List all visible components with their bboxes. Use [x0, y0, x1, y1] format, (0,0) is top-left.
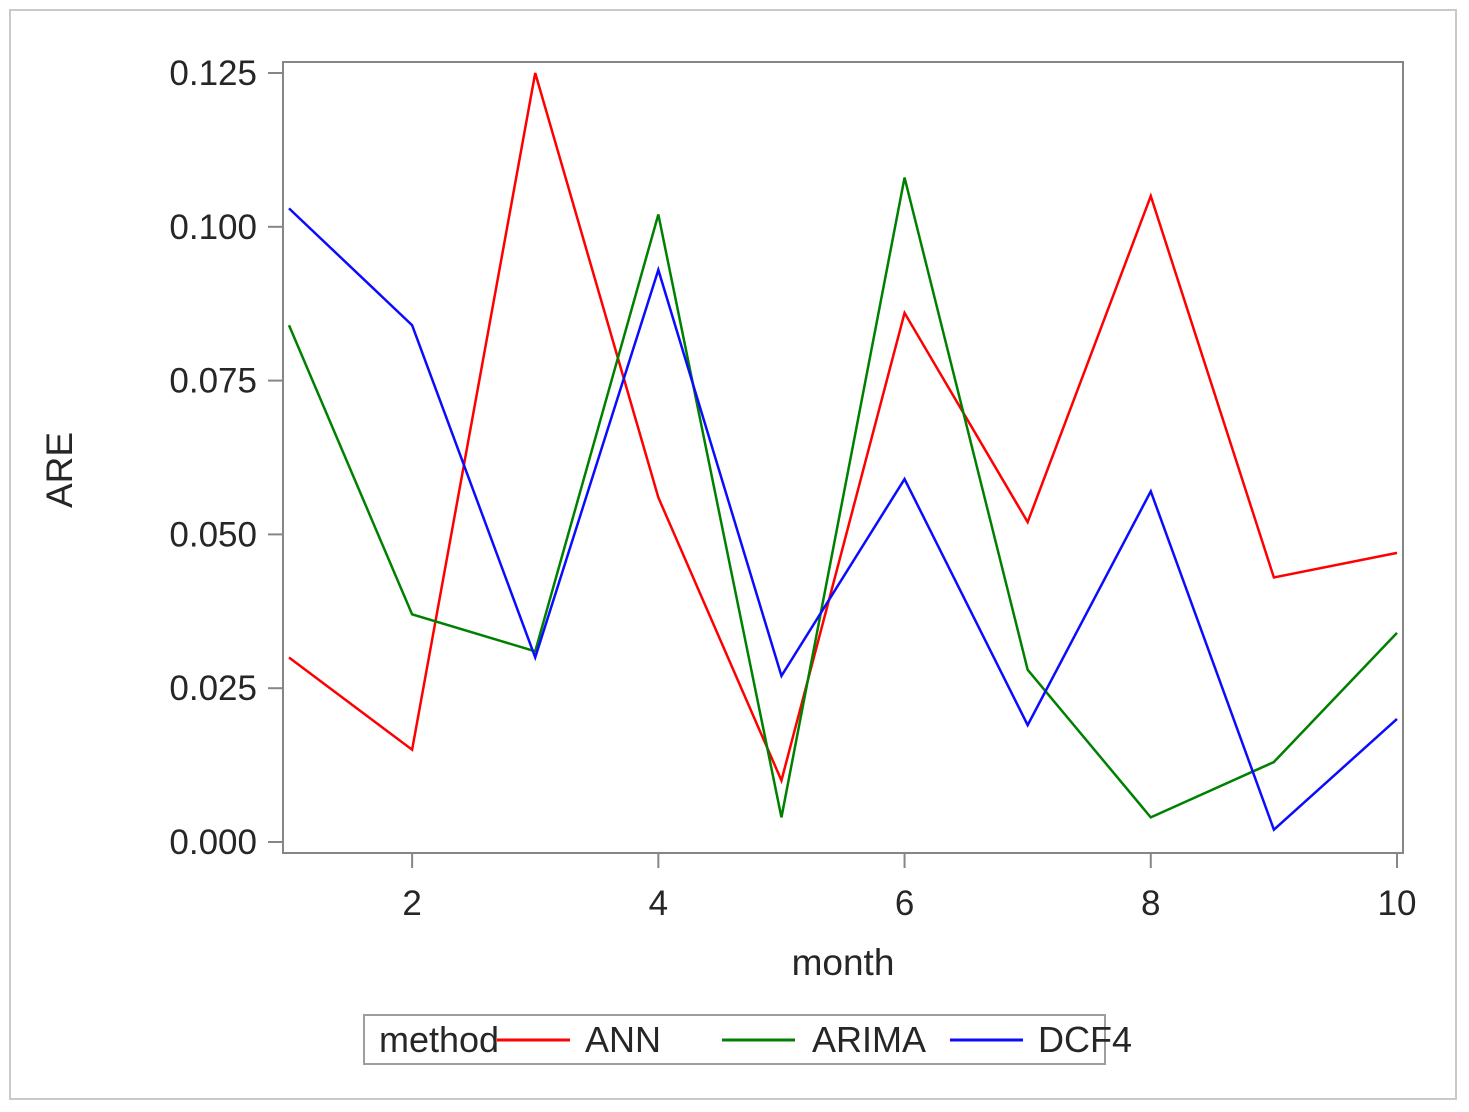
series-line-DCF4 [288, 207, 1398, 832]
y-tick-label: 0.025 [169, 669, 257, 708]
legend-label-DCF4: DCF4 [1038, 1019, 1132, 1060]
series-line-ANN [288, 72, 1398, 785]
series-line-ARIMA [287, 177, 1398, 819]
legend-title: method [379, 1019, 499, 1060]
y-tick-label: 0.075 [169, 362, 257, 401]
y-tick-label: 0.125 [169, 54, 257, 93]
y-tick-label: 0.050 [169, 515, 257, 554]
y-axis: 0.000 0.025 0.050 0.075 0.100 0.125 [169, 54, 283, 862]
y-axis-title: ARE [39, 432, 80, 508]
x-tick-label: 4 [649, 884, 668, 923]
x-tick-label: 2 [402, 884, 421, 923]
plot-frame [282, 61, 1404, 854]
legend-label-ARIMA: ARIMA [812, 1019, 926, 1060]
y-tick-label: 0.000 [169, 823, 257, 862]
x-tick-label: 8 [1141, 884, 1160, 923]
legend-entries: ANN ARIMA DCF4 [497, 1019, 1132, 1060]
figure-outer-border [9, 9, 1457, 1100]
x-tick-label: 10 [1378, 884, 1417, 923]
x-axis-title: month [792, 942, 895, 983]
y-tick-label: 0.100 [169, 208, 257, 247]
series-lines [287, 72, 1398, 832]
legend: method ANN ARIMA DCF4 [363, 1014, 1132, 1065]
x-tick-label: 6 [895, 884, 914, 923]
legend-label-ANN: ANN [585, 1019, 661, 1060]
x-axis: 2 4 6 8 10 [402, 853, 1416, 923]
